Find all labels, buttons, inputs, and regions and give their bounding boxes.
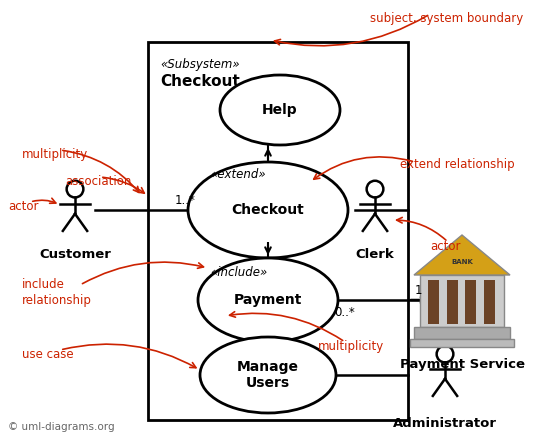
- Text: «include»: «include»: [210, 265, 267, 279]
- Text: include
relationship: include relationship: [22, 278, 92, 307]
- Text: actor: actor: [430, 240, 461, 253]
- Ellipse shape: [200, 337, 336, 413]
- Text: Customer: Customer: [39, 248, 111, 261]
- Bar: [410, 339, 514, 347]
- Text: © uml-diagrams.org: © uml-diagrams.org: [8, 422, 114, 432]
- Polygon shape: [414, 235, 510, 275]
- Ellipse shape: [198, 258, 338, 342]
- Bar: [428, 280, 439, 324]
- Text: Help: Help: [262, 103, 298, 117]
- Text: multiplicity: multiplicity: [318, 340, 384, 353]
- Text: extend relationship: extend relationship: [400, 158, 515, 171]
- Ellipse shape: [220, 75, 340, 145]
- Text: Administrator: Administrator: [393, 417, 497, 430]
- Text: 1..*: 1..*: [174, 194, 195, 206]
- Text: Clerk: Clerk: [356, 248, 394, 261]
- Text: 1: 1: [414, 284, 422, 296]
- Text: use case: use case: [22, 348, 73, 361]
- Text: Checkout: Checkout: [160, 74, 240, 89]
- Text: Manage
Users: Manage Users: [237, 360, 299, 390]
- Text: Payment: Payment: [234, 293, 302, 307]
- Bar: [420, 275, 504, 327]
- Text: BANK: BANK: [451, 259, 473, 265]
- Bar: [465, 280, 476, 324]
- Text: «Subsystem»: «Subsystem»: [160, 58, 240, 71]
- Text: association: association: [65, 175, 131, 188]
- Text: Checkout: Checkout: [232, 203, 305, 217]
- Text: «extend»: «extend»: [210, 168, 266, 182]
- Text: actor: actor: [8, 200, 38, 213]
- Bar: [447, 280, 458, 324]
- Text: Payment Service: Payment Service: [400, 358, 524, 371]
- Text: 0..*: 0..*: [335, 306, 355, 318]
- Text: subject, system boundary: subject, system boundary: [370, 12, 523, 25]
- Bar: [148, 42, 408, 420]
- Bar: [484, 280, 495, 324]
- Ellipse shape: [188, 162, 348, 258]
- Bar: [414, 327, 510, 339]
- Text: multiplicity: multiplicity: [22, 148, 88, 161]
